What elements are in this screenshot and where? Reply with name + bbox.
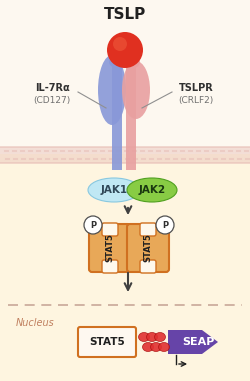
Circle shape xyxy=(113,37,127,51)
Circle shape xyxy=(84,216,102,234)
Ellipse shape xyxy=(122,61,150,119)
Ellipse shape xyxy=(158,343,170,352)
Bar xyxy=(112,50,122,170)
Ellipse shape xyxy=(142,343,154,352)
Circle shape xyxy=(156,216,174,234)
FancyBboxPatch shape xyxy=(140,223,156,236)
Ellipse shape xyxy=(138,333,149,341)
FancyBboxPatch shape xyxy=(78,327,136,357)
FancyBboxPatch shape xyxy=(140,260,156,273)
Ellipse shape xyxy=(150,343,162,352)
Bar xyxy=(0,0,250,155)
Text: TSLP: TSLP xyxy=(104,6,146,21)
Circle shape xyxy=(107,32,143,68)
Text: JAK2: JAK2 xyxy=(138,185,166,195)
Text: TSLPR: TSLPR xyxy=(178,83,214,93)
Text: STAT5: STAT5 xyxy=(144,234,152,263)
Ellipse shape xyxy=(98,55,126,125)
Text: STAT5: STAT5 xyxy=(106,234,114,263)
Text: STAT5: STAT5 xyxy=(89,337,125,347)
FancyBboxPatch shape xyxy=(102,260,118,273)
FancyBboxPatch shape xyxy=(89,224,131,272)
FancyArrow shape xyxy=(168,330,218,354)
Text: JAK1: JAK1 xyxy=(100,185,128,195)
Text: SEAP: SEAP xyxy=(182,337,214,347)
FancyBboxPatch shape xyxy=(127,224,169,272)
Text: (CRLF2): (CRLF2) xyxy=(178,96,214,104)
Ellipse shape xyxy=(88,178,140,202)
Ellipse shape xyxy=(127,178,177,202)
Ellipse shape xyxy=(109,56,125,68)
Bar xyxy=(0,147,250,163)
Ellipse shape xyxy=(126,56,140,68)
Text: P: P xyxy=(90,221,96,229)
Bar xyxy=(0,154,250,381)
Text: Nucleus: Nucleus xyxy=(16,318,55,328)
FancyBboxPatch shape xyxy=(102,223,118,236)
Text: P: P xyxy=(162,221,168,229)
Text: (CD127): (CD127) xyxy=(34,96,71,104)
Ellipse shape xyxy=(146,333,158,341)
Bar xyxy=(126,50,136,170)
Text: IL-7Rα: IL-7Rα xyxy=(34,83,70,93)
Ellipse shape xyxy=(154,333,166,341)
